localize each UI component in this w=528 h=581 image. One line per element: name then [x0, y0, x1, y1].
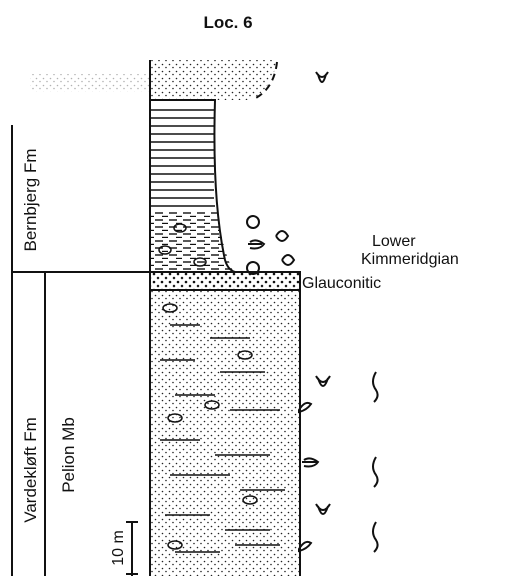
top-sandstone: [30, 60, 277, 100]
scale-label: 10 m: [110, 530, 127, 566]
lower-sandstone: [150, 290, 300, 576]
formation-label: Bernbjerg Fm: [21, 149, 40, 252]
member-label: Pelion Mb: [59, 417, 78, 493]
annotation: Kimmeridgian: [361, 251, 459, 268]
scale-bar: [126, 522, 138, 576]
annotation: Lower: [372, 233, 416, 250]
glauconitic-bed: [150, 272, 300, 290]
shale-unit: [150, 100, 235, 272]
stratigraphic-log: Loc. 6: [0, 0, 528, 576]
title: Loc. 6: [203, 13, 252, 32]
annotation: Glauconitic: [302, 275, 381, 292]
formation-label: Vardekløft Fm: [21, 417, 40, 522]
